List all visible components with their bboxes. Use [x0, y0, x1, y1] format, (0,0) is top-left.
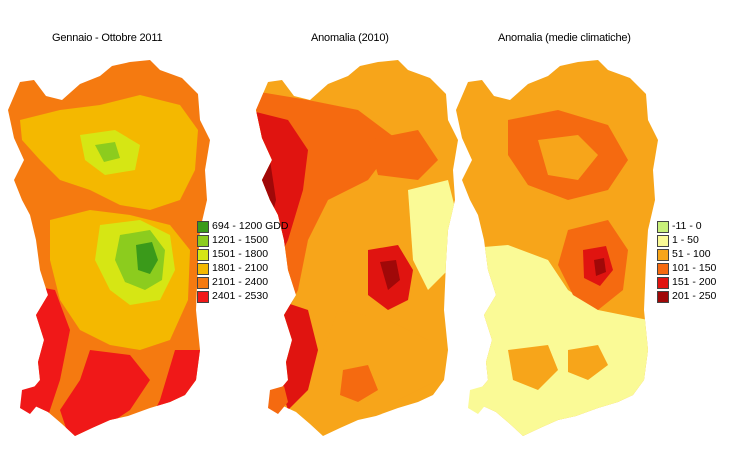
- map-title-anomaly-2010: Anomalia (2010): [311, 32, 389, 44]
- legend-label: 151 - 200: [672, 276, 717, 288]
- legend-label: 201 - 250: [672, 290, 717, 302]
- legend-gdd-row: 1801 - 2100: [197, 262, 288, 275]
- legend-swatch: [197, 234, 209, 247]
- legend-swatch: [197, 276, 209, 289]
- legend-gdd-row: 694 - 1200 GDD: [197, 220, 288, 233]
- legend-swatch: [657, 262, 669, 275]
- sardinia-gdd-map: [8, 60, 210, 436]
- legend-label: 1 - 50: [672, 234, 699, 246]
- legend-gdd-row: 2401 - 2530: [197, 290, 288, 303]
- legend-swatch: [657, 276, 669, 289]
- legend-gdd-row: 2101 - 2400: [197, 276, 288, 289]
- legend-gdd-row: 1201 - 1500: [197, 234, 288, 247]
- legend-label: 1801 - 2100: [212, 262, 269, 274]
- legend-anomaly: -11 - 0 1 - 50 51 - 100 101 - 150 151 - …: [657, 220, 716, 304]
- legend-swatch: [657, 248, 669, 261]
- map-title-anomaly-climate: Anomalia (medie climatiche): [498, 32, 631, 44]
- map-title-gdd-2011: Gennaio - Ottobre 2011: [52, 32, 163, 44]
- legend-label: 101 - 150: [672, 262, 717, 274]
- sardinia-anomaly-2010-map: [256, 60, 458, 436]
- legend-swatch: [197, 248, 209, 261]
- legend-swatch: [657, 290, 669, 303]
- legend-anomaly-row: 51 - 100: [657, 248, 716, 261]
- legend-label: 51 - 100: [672, 248, 711, 260]
- legend-swatch: [197, 290, 209, 303]
- legend-swatch: [657, 220, 669, 233]
- legend-swatch: [197, 262, 209, 275]
- legend-label: 2401 - 2530: [212, 290, 269, 302]
- legend-label: 1201 - 1500: [212, 234, 269, 246]
- legend-swatch: [657, 234, 669, 247]
- legend-label: 694 - 1200 GDD: [212, 220, 289, 232]
- legend-anomaly-row: 101 - 150: [657, 262, 716, 275]
- legend-label: 2101 - 2400: [212, 276, 269, 288]
- legend-anomaly-row: -11 - 0: [657, 220, 716, 233]
- legend-label: -11 - 0: [672, 220, 702, 232]
- legend-label: 1501 - 1800: [212, 248, 269, 260]
- sardinia-anomaly-climate-map: [456, 60, 658, 436]
- legend-gdd: 694 - 1200 GDD 1201 - 1500 1501 - 1800 1…: [197, 220, 288, 304]
- legend-anomaly-row: 201 - 250: [657, 290, 716, 303]
- legend-anomaly-row: 151 - 200: [657, 276, 716, 289]
- legend-gdd-row: 1501 - 1800: [197, 248, 288, 261]
- legend-anomaly-row: 1 - 50: [657, 234, 716, 247]
- legend-swatch: [197, 220, 209, 233]
